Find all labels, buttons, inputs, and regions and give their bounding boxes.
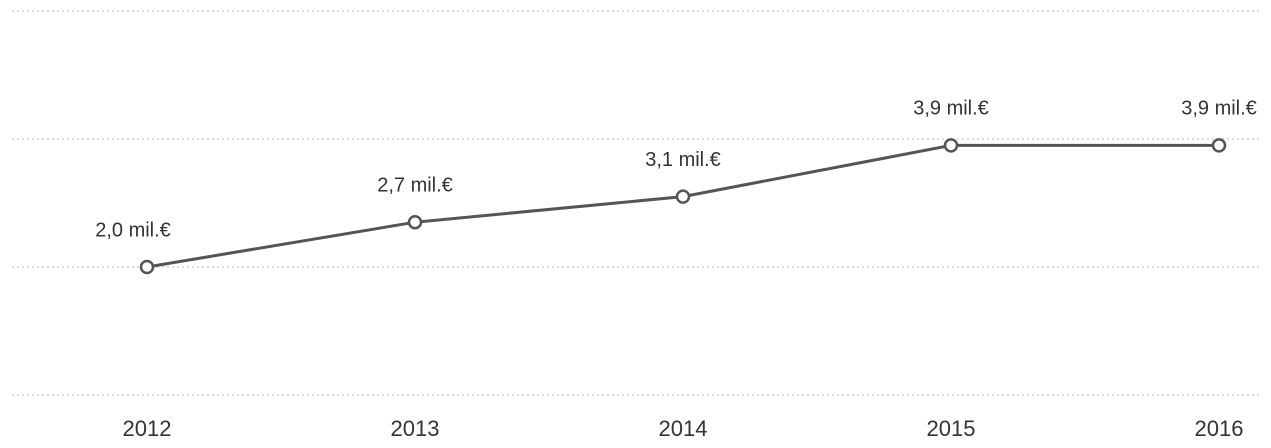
data-label: 3,9 mil.€ xyxy=(913,98,989,120)
point xyxy=(675,189,691,204)
data-label: 2,0 mil.€ xyxy=(95,219,171,241)
data-label: 3,1 mil.€ xyxy=(645,149,721,171)
x-tick-label: 2013 xyxy=(391,416,440,441)
data-label: 2,7 mil.€ xyxy=(377,174,453,196)
point xyxy=(943,138,959,153)
x-tick-label: 2014 xyxy=(659,416,708,441)
point xyxy=(407,214,423,230)
x-tick-label: 2015 xyxy=(927,416,976,441)
point xyxy=(139,259,155,275)
x-tick-label: 2016 xyxy=(1195,416,1244,441)
point xyxy=(1211,138,1227,153)
x-tick-label: 2012 xyxy=(123,416,172,441)
data-label: 3,9 mil.€ xyxy=(1181,98,1257,120)
